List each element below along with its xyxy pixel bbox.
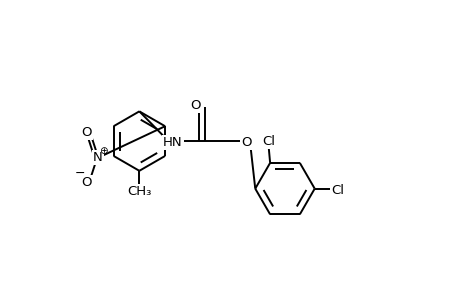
- Text: ⊕: ⊕: [99, 146, 107, 156]
- Text: O: O: [241, 136, 251, 149]
- Text: O: O: [81, 126, 92, 139]
- Text: O: O: [81, 176, 92, 189]
- Text: O: O: [190, 99, 200, 112]
- Text: N: N: [93, 151, 102, 164]
- Text: CH₃: CH₃: [127, 185, 151, 198]
- Text: Cl: Cl: [330, 184, 344, 196]
- Text: HN: HN: [163, 136, 182, 149]
- Text: Cl: Cl: [262, 135, 274, 148]
- Text: −: −: [74, 167, 85, 180]
